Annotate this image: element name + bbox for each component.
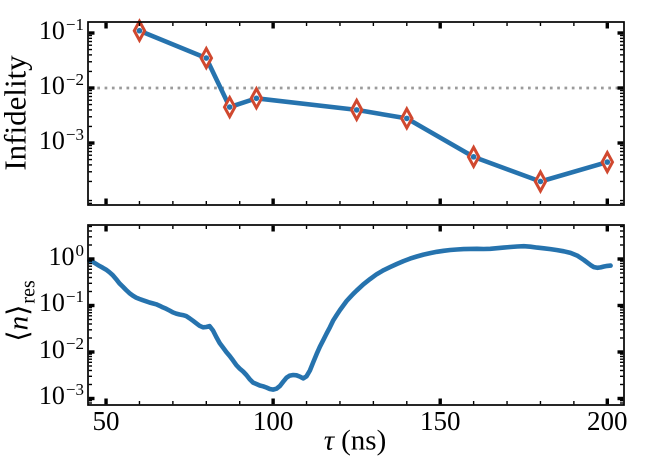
top-ytick-label-10e-3: 10−3 [8,125,84,156]
xtick-label-150: 150 [419,406,461,436]
infidelity-marker-dot [353,107,360,113]
bottom-ytick-label-10e0: 100 [8,240,85,272]
ytick-exponent: −2 [65,333,84,353]
top-panel-frame [87,21,625,206]
xtick-label-100: 100 [252,406,294,436]
infidelity-marker-dot [226,104,233,110]
residual_photon_number-curve [87,243,613,392]
ytick-base: 10 [38,16,65,45]
xtick-label-200: 200 [587,406,628,436]
bottom-ytick-label-10e-3: 10−3 [8,380,84,411]
bottom-ytick-label-10e-1: 10−1 [8,287,84,318]
ytick-base: 10 [38,334,65,364]
ytick-base: 10 [38,126,65,155]
ytick-exponent: 0 [75,240,85,260]
infidelity-marker-dot [253,95,260,102]
infidelity-marker-dot [537,178,544,185]
ytick-base: 10 [48,241,75,271]
ytick-exponent: −2 [65,70,84,89]
xtick-label-50: 50 [92,406,120,436]
infidelity-marker-dot [136,27,143,34]
n-symbol: n [2,315,35,331]
infidelity-marker-dot [203,55,210,61]
ytick-base: 10 [38,288,65,318]
ytick-exponent: −3 [65,380,84,400]
top-ytick-label-10e-2: 10−2 [8,70,84,101]
ytick-exponent: −1 [65,287,84,307]
ytick-base: 10 [38,71,65,100]
x-axis-unit: (ns) [341,424,387,457]
tau-symbol: τ [323,424,335,457]
bottom-panel-frame [87,224,625,406]
ytick-base: 10 [38,381,65,411]
bottom-ytick-label-10e-2: 10−2 [8,333,84,365]
ytick-exponent: −1 [65,15,84,34]
infidelity-marker-dot [470,154,477,160]
infidelity-marker-dot [403,115,410,122]
infidelity-marker-dot [604,159,611,165]
x-axis-label: τ (ns) [323,424,387,457]
top-ytick-label-10e-1: 10−1 [8,15,84,46]
ytick-exponent: −3 [65,125,84,144]
